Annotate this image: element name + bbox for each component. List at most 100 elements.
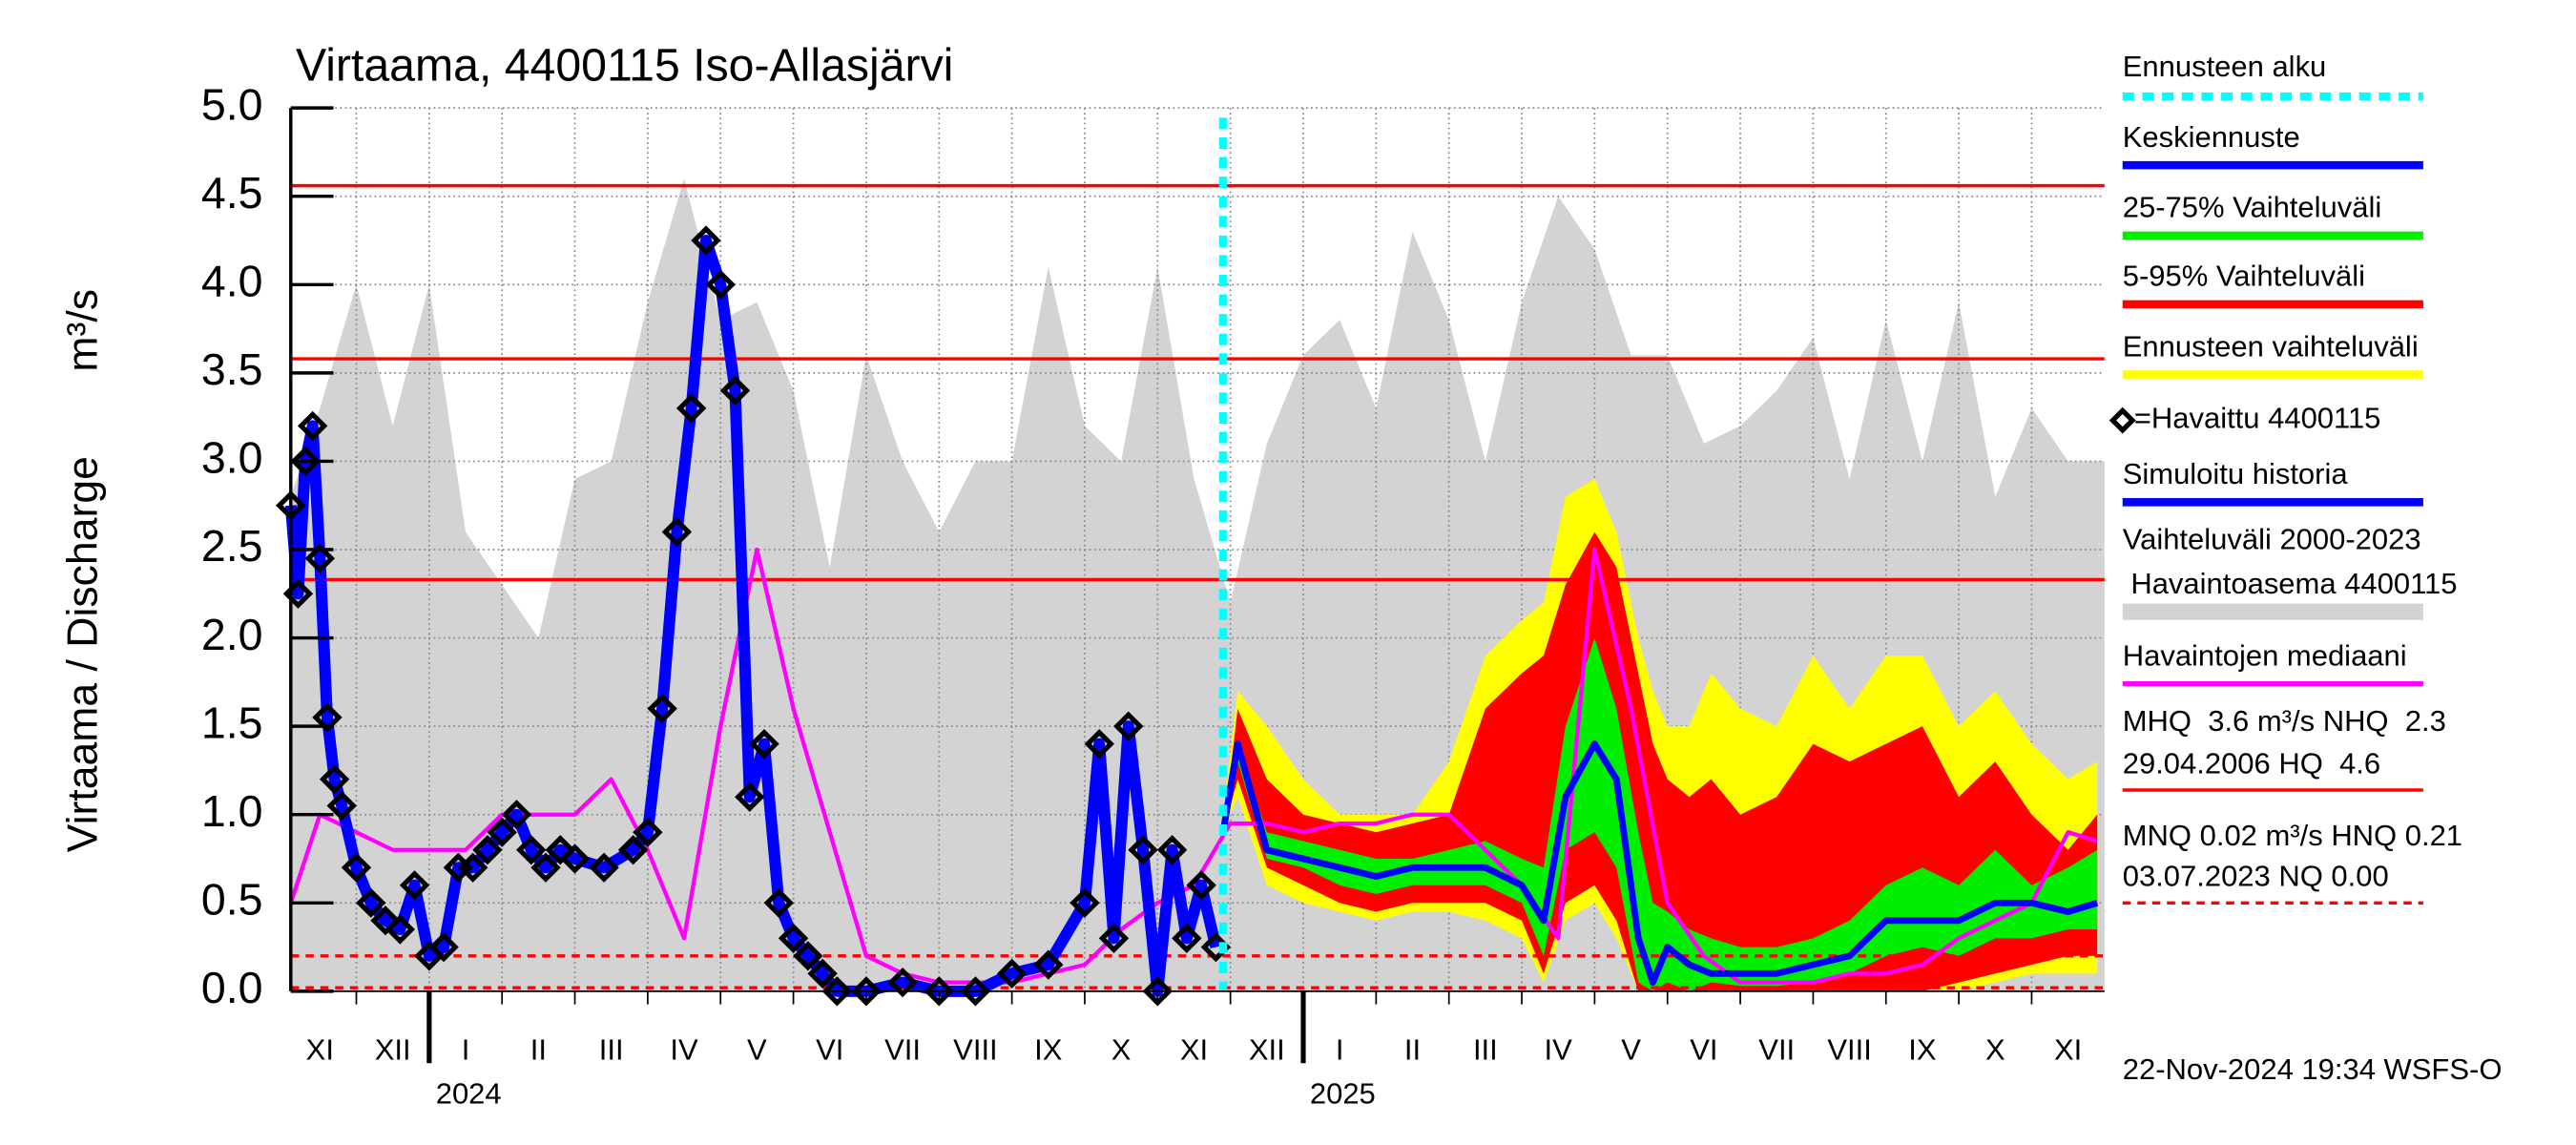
legend-label: 5-95% Vaihteluväli (2123, 260, 2365, 293)
observed-marker (675, 393, 707, 424)
x-tick-label: XI (2054, 1033, 2082, 1067)
observed-marker (661, 516, 693, 548)
series-line (284, 235, 1222, 997)
observed-marker (384, 914, 416, 945)
x-tick-label: II (1404, 1033, 1421, 1067)
observed-marker (297, 410, 328, 442)
x-tick-label: IV (670, 1033, 698, 1067)
y-axis-label: Virtaama / Discharge (59, 456, 106, 852)
observed-marker (559, 843, 591, 874)
observed-marker (545, 835, 575, 865)
x-tick-label: III (599, 1033, 624, 1067)
y-tick-label: 2.0 (201, 610, 263, 659)
year-label: 2024 (436, 1077, 502, 1111)
x-tick-label: VII (884, 1033, 921, 1067)
observed-marker (530, 852, 561, 883)
observed-marker (1156, 835, 1188, 865)
observed-marker (1070, 887, 1100, 918)
observed-marker (778, 923, 809, 953)
observed-marker (501, 800, 532, 830)
y-tick-label: 4.5 (201, 168, 263, 218)
x-tick-label: VIII (953, 1033, 997, 1067)
observed-marker (705, 269, 736, 300)
legend-label: Simuloitu historia (2123, 457, 2349, 490)
legend-label: MHQ 3.6 m³/s NHQ 2.3 (2123, 704, 2446, 738)
observed-marker (960, 976, 991, 1007)
observed-marker (428, 931, 459, 963)
observed-marker (821, 976, 853, 1007)
x-tick-label: I (462, 1033, 470, 1067)
observed-marker (399, 870, 430, 901)
legend-swatch (2109, 406, 2136, 434)
legend-label: Ennusteen alku (2123, 50, 2327, 83)
observed-marker (1084, 729, 1114, 760)
observed-marker (290, 446, 321, 477)
x-tick-label: V (747, 1033, 767, 1067)
observed-marker (356, 887, 386, 918)
x-tick-label: VI (1690, 1033, 1717, 1067)
x-tick-label: V (1621, 1033, 1641, 1067)
observed-marker (749, 729, 779, 760)
observed-marker (487, 817, 517, 847)
footer: 22-Nov-2024 19:34 WSFS-O (2123, 1052, 2503, 1086)
observed-marker (1186, 870, 1216, 901)
x-tick-label: II (530, 1033, 547, 1067)
y-tick-label: 5.0 (201, 79, 263, 129)
observed-marker (370, 906, 401, 936)
y-tick-label: 0.5 (201, 875, 263, 925)
legend-label: 03.07.2023 NQ 0.00 (2123, 860, 2389, 893)
y-tick-label: 3.0 (201, 433, 263, 483)
x-tick-label: IV (1545, 1033, 1573, 1067)
y-axis-unit: m³/s (59, 289, 106, 372)
x-tick-label: I (1336, 1033, 1344, 1067)
x-tick-label: XII (375, 1033, 411, 1067)
legend-label: Havaintoasema 4400115 (2123, 567, 2458, 600)
x-tick-label: X (1985, 1033, 2005, 1067)
observed-marker (719, 375, 751, 406)
observed-marker (341, 852, 372, 883)
legend-label: Vaihteluväli 2000-2023 (2123, 523, 2421, 556)
observed-marker (807, 958, 838, 989)
y-tick-label: 2.5 (201, 521, 263, 571)
observed-marker (457, 852, 488, 883)
chart-title: Virtaama, 4400115 Iso-Allasjärvi (296, 40, 953, 92)
observed-marker (1033, 949, 1064, 980)
series-line (288, 547, 2098, 985)
observed-marker (617, 835, 649, 865)
x-tick-label: VIII (1827, 1033, 1871, 1067)
observed-marker (691, 225, 721, 256)
observed-marker (472, 835, 503, 865)
x-tick-label: X (1111, 1033, 1132, 1067)
observed-marker (763, 887, 795, 918)
legend-label: 25-75% Vaihteluväli (2123, 191, 2381, 224)
x-tick-label: III (1473, 1033, 1498, 1067)
observed-marker (633, 817, 663, 847)
legend-label: MNQ 0.02 m³/s HNQ 0.21 (2123, 819, 2462, 852)
forecast-band (1223, 637, 2098, 991)
y-tick-label: 1.5 (201, 697, 263, 747)
y-tick-label: 4.0 (201, 257, 263, 306)
observed-marker (589, 852, 619, 883)
legend-label: Ennusteen vaihteluväli (2123, 329, 2419, 363)
observed-marker (1172, 923, 1202, 953)
x-tick-label: VII (1758, 1033, 1795, 1067)
observed-marker (312, 702, 343, 733)
observed-marker (996, 958, 1028, 989)
x-tick-label: XI (306, 1033, 334, 1067)
observed-marker (1113, 711, 1144, 741)
legend-label: 29.04.2006 HQ 4.6 (2123, 747, 2380, 781)
x-tick-label: XI (1180, 1033, 1208, 1067)
year-label: 2025 (1310, 1077, 1376, 1111)
legend-label: =Havaittu 4400115 (2134, 402, 2381, 435)
x-tick-label: VI (816, 1033, 843, 1067)
legend-label: Keskiennuste (2123, 120, 2300, 154)
x-tick-label: IX (1908, 1033, 1936, 1067)
observed-marker (1128, 835, 1158, 865)
y-tick-label: 3.5 (201, 344, 263, 394)
legend-label: Havaintojen mediaani (2123, 638, 2407, 672)
observed-marker (793, 941, 823, 971)
y-tick-label: 0.0 (201, 963, 263, 1012)
x-tick-label: IX (1034, 1033, 1062, 1067)
observed-marker (647, 693, 677, 724)
